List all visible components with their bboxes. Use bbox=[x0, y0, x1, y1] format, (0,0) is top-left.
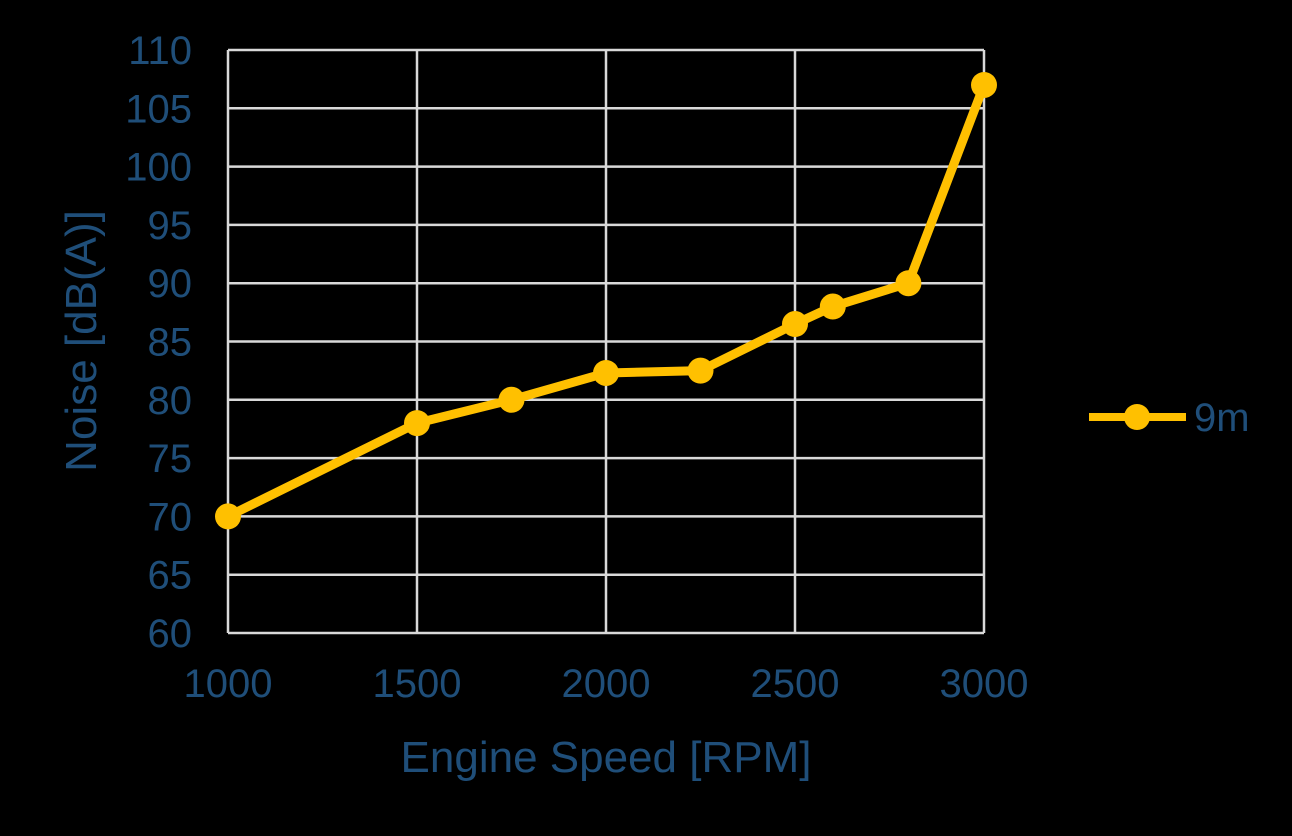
data-point-marker bbox=[498, 386, 525, 413]
y-tick-label: 70 bbox=[148, 495, 193, 539]
tick-labels: 60 65 70 75 80 85 90 95 100 105 110 1000 1500 2000 250… bbox=[125, 29, 1028, 706]
y-tick-label: 85 bbox=[148, 321, 193, 365]
series-group bbox=[215, 71, 997, 530]
data-point-marker bbox=[593, 359, 619, 386]
legend-label: 9m bbox=[1194, 396, 1250, 440]
y-tick-label: 80 bbox=[148, 379, 193, 423]
y-axis-title: Noise [dB(A)] bbox=[57, 210, 106, 472]
data-point-marker bbox=[819, 293, 846, 320]
data-point-marker bbox=[215, 503, 241, 530]
x-tick-label: 1000 bbox=[184, 662, 273, 706]
y-tick-label: 105 bbox=[125, 87, 192, 131]
data-point-marker bbox=[971, 71, 997, 98]
y-tick-label: 60 bbox=[148, 612, 193, 656]
gridlines bbox=[226, 48, 986, 635]
data-point-marker bbox=[404, 410, 430, 437]
x-tick-label: 3000 bbox=[940, 662, 1029, 706]
x-axis-title: Engine Speed [RPM] bbox=[401, 733, 812, 782]
y-tick-label: 110 bbox=[128, 29, 192, 73]
y-tick-label: 100 bbox=[125, 146, 192, 190]
data-point-marker bbox=[895, 270, 922, 297]
data-point-marker bbox=[687, 357, 714, 384]
y-tick-label: 65 bbox=[148, 554, 193, 598]
x-tick-label: 2000 bbox=[562, 662, 651, 706]
legend-marker-icon bbox=[1124, 404, 1150, 430]
x-tick-label: 2500 bbox=[751, 662, 840, 706]
y-tick-label: 90 bbox=[148, 262, 193, 306]
y-tick-label: 75 bbox=[148, 437, 193, 481]
legend: 9m bbox=[1089, 396, 1250, 440]
data-point-marker bbox=[782, 311, 808, 338]
x-tick-label: 1500 bbox=[373, 662, 462, 706]
y-tick-label: 95 bbox=[148, 204, 193, 248]
